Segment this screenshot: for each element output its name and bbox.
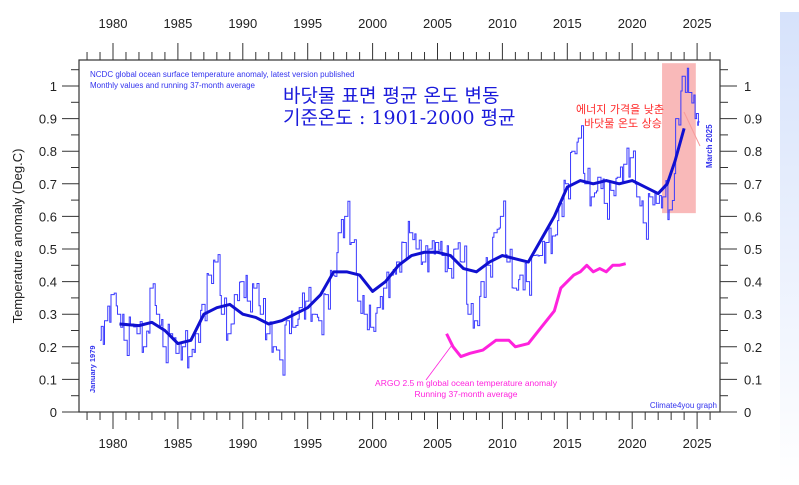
x-tick-label-bottom: 2000	[358, 436, 387, 451]
red-annotation-2: 바닷물 온도 상승	[584, 117, 662, 130]
y-axis-label: Temperature anomaly (Deg.C)	[10, 149, 25, 324]
y-tick-label-right: 0.1	[744, 372, 762, 387]
x-tick-label-top: 1995	[293, 16, 322, 31]
x-tick-label-bottom: 1980	[99, 436, 128, 451]
monthly-values-line	[100, 67, 700, 376]
title-kr-2: 기준온도 : 1901-2000 평균	[283, 107, 516, 129]
plot-frame	[78, 59, 721, 413]
title-kr-1: 바닷물 표면 평균 온도 변동	[283, 85, 499, 107]
y-tick-label-right: 0.2	[744, 340, 762, 355]
y-tick-label-right: 0.9	[744, 112, 762, 127]
x-tick-label-top: 2005	[423, 16, 452, 31]
x-tick-label-bottom: 2015	[553, 436, 582, 451]
argo-running-average-line	[445, 262, 627, 359]
start-label: January 1979	[88, 345, 97, 393]
series-lines	[100, 67, 700, 376]
x-tick-label-bottom: 2010	[488, 436, 517, 451]
end-label: March 2025	[705, 124, 714, 168]
source-line-2: Monthly values and running 37-month aver…	[90, 81, 256, 90]
argo-label-1: ARGO 2.5 m global ocean temperature anom…	[375, 378, 558, 388]
y-tick-label-left: 0.1	[39, 372, 57, 387]
x-tick-label-top: 2000	[358, 16, 387, 31]
y-tick-label-right: 0	[744, 405, 751, 420]
y-tick-label-left: 0.2	[39, 340, 57, 355]
y-tick-label-left: 0.9	[39, 112, 57, 127]
y-tick-label-right: 0.3	[744, 307, 762, 322]
x-tick-label-bottom: 2005	[423, 436, 452, 451]
x-tick-label-top: 2015	[553, 16, 582, 31]
x-tick-label-bottom: 2020	[618, 436, 647, 451]
y-tick-label-right: 1	[744, 79, 751, 94]
y-tick-label-left: 0.7	[39, 177, 57, 192]
red-annotation-1: 에너지 가격을 낮춘	[576, 103, 664, 116]
x-tick-label-top: 1985	[163, 16, 192, 31]
y-tick-label-right: 0.6	[744, 209, 762, 224]
y-tick-label-right: 0.5	[744, 242, 762, 257]
y-tick-label-left: 0	[50, 405, 57, 420]
source-line-1: NCDC global ocean surface temperature an…	[90, 70, 354, 79]
y-tick-label-left: 1	[50, 79, 57, 94]
x-tick-label-top: 2020	[618, 16, 647, 31]
y-tick-label-left: 0.6	[39, 209, 57, 224]
argo-pointer-line	[425, 344, 453, 381]
argo-label-2: Running 37-month average	[414, 389, 517, 399]
highlight-region	[662, 63, 696, 214]
y-tick-label-left: 0.3	[39, 307, 57, 322]
credit-label: Climate4you graph	[650, 401, 717, 410]
x-tick-label-bottom: 1995	[293, 436, 322, 451]
annotation-arrow	[683, 111, 701, 147]
x-tick-label-bottom: 2025	[683, 436, 712, 451]
x-tick-label-top: 2010	[488, 16, 517, 31]
x-tick-label-top: 1990	[228, 16, 257, 31]
x-tick-label-bottom: 1990	[228, 436, 257, 451]
x-tick-label-top: 1980	[99, 16, 128, 31]
x-tick-label-top: 2025	[683, 16, 712, 31]
side-panel	[780, 12, 799, 485]
axes: 1980 1980 1985 1985 1990 1990 1995 1995 2000 2000…	[39, 16, 762, 451]
y-tick-label-right: 0.8	[744, 144, 762, 159]
y-tick-label-left: 0.4	[39, 275, 57, 290]
running-average-line	[119, 127, 686, 346]
x-tick-label-bottom: 1985	[163, 436, 192, 451]
y-tick-label-right: 0.4	[744, 275, 762, 290]
y-tick-label-left: 0.8	[39, 144, 57, 159]
y-tick-label-left: 0.5	[39, 242, 57, 257]
y-tick-label-right: 0.7	[744, 177, 762, 192]
